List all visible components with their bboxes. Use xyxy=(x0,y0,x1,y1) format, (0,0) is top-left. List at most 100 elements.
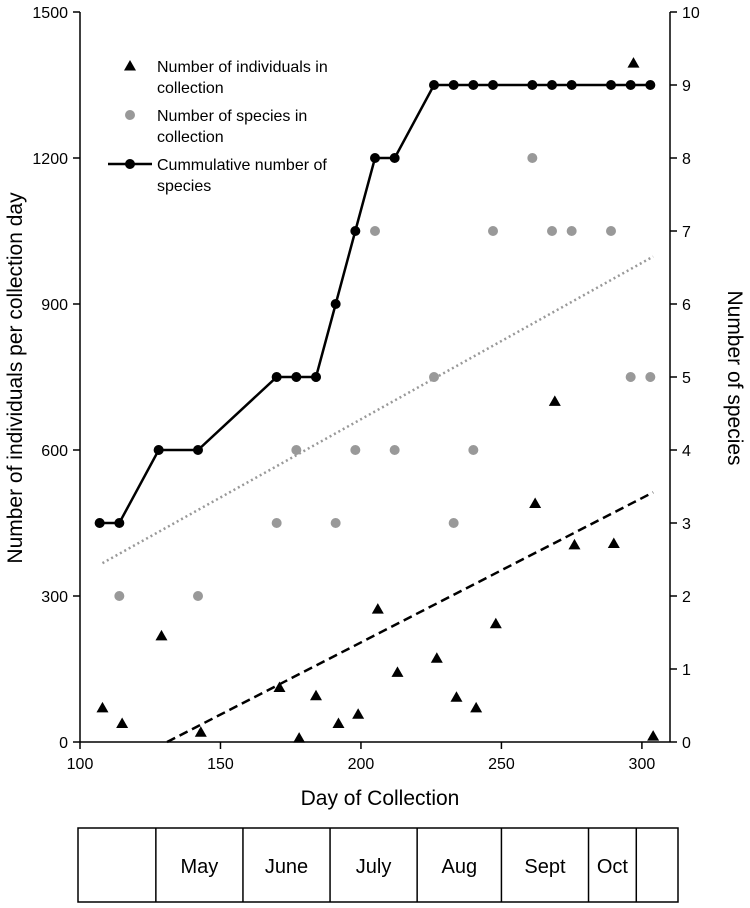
individuals-count-point xyxy=(332,717,345,729)
y-tick-label-right: 6 xyxy=(682,297,691,314)
legend-label: Cummulative number of xyxy=(157,157,327,174)
cumulative-species-point xyxy=(114,518,125,528)
species-count-point xyxy=(389,445,400,455)
legend: Number of individuals in collection Number… xyxy=(108,59,328,195)
species-count-point xyxy=(193,591,203,601)
cumulative-species-point xyxy=(625,80,636,90)
species-count-point xyxy=(606,226,616,236)
cumulative-species-point xyxy=(527,80,538,90)
month-strip-frame xyxy=(77,827,679,903)
legend-label: species xyxy=(157,178,211,195)
species-count-point xyxy=(547,226,557,236)
legend-marker-circle xyxy=(125,110,135,120)
cumulative-species-point xyxy=(488,80,498,90)
individuals-count-point xyxy=(155,629,168,641)
y-axis-label-right: Number of species xyxy=(723,290,746,465)
individuals-count-point xyxy=(430,652,443,663)
y-tick-label-right: 9 xyxy=(682,78,691,95)
individuals-count-point xyxy=(489,617,502,629)
individuals-count-point xyxy=(371,603,384,614)
month-label: July xyxy=(356,856,392,878)
cumulative-species-point xyxy=(429,80,439,90)
month-label: June xyxy=(265,856,308,878)
legend-label: Number of individuals in xyxy=(157,59,328,76)
legend-marker-triangle xyxy=(124,60,136,71)
individuals-count-point xyxy=(470,701,483,713)
species-count-point xyxy=(271,518,282,528)
species-count-point xyxy=(468,445,479,455)
species-count-point xyxy=(429,372,439,382)
x-tick-label: 250 xyxy=(488,756,515,773)
y-tick-label-left: 1500 xyxy=(32,5,68,22)
trendline-dotted xyxy=(101,255,654,565)
individuals-count-point xyxy=(352,708,365,719)
y-tick-label-left: 900 xyxy=(41,297,68,314)
cumulative-species-point xyxy=(370,153,380,163)
y-tick-label-left: 600 xyxy=(41,443,68,460)
individuals-count-point xyxy=(273,681,286,692)
individuals-count-point xyxy=(194,726,207,737)
species-count-point xyxy=(566,226,577,236)
species-count-point xyxy=(488,226,498,236)
y-tick-label-left: 0 xyxy=(59,735,68,752)
individuals-count-point xyxy=(116,717,129,729)
species-count-point xyxy=(370,226,380,236)
legend-label: collection xyxy=(157,80,224,97)
month-label: May xyxy=(181,856,219,878)
y-tick-label-right: 7 xyxy=(682,224,691,241)
cumulative-species-point xyxy=(311,372,321,382)
trendline-dashed xyxy=(166,491,654,744)
y-tick-label-left: 300 xyxy=(41,589,68,606)
cumulative-species-point xyxy=(153,445,164,455)
individuals-count-point xyxy=(568,538,581,550)
individuals-count-point xyxy=(96,701,109,713)
cumulative-species-point xyxy=(566,80,577,90)
cumulative-species-point xyxy=(468,80,479,90)
cumulative-species-point xyxy=(350,226,361,236)
cumulative-species-line xyxy=(99,83,651,525)
cumulative-species-point xyxy=(271,372,282,382)
individuals-count-point xyxy=(647,730,660,741)
cumulative-species-point xyxy=(448,80,459,90)
cumulative-species-point xyxy=(645,80,656,90)
individuals-count-point xyxy=(391,666,404,677)
y-tick-label-right: 5 xyxy=(682,370,691,387)
y-tick-label-right: 8 xyxy=(682,151,691,168)
x-axis-label: Day of Collection xyxy=(301,787,460,810)
legend-label: Number of species in xyxy=(157,108,307,125)
y-tick-label-left: 1200 xyxy=(32,151,68,168)
cumulative-species-point xyxy=(291,372,302,382)
x-tick-label: 100 xyxy=(67,756,94,773)
species-count-point xyxy=(527,153,538,163)
individuals-count-point xyxy=(450,691,463,702)
y-axis-label-left: Number of individuals per collection day xyxy=(4,192,27,564)
legend-marker-line-circle xyxy=(125,159,135,169)
species-count-point xyxy=(114,591,125,601)
individuals-count-point xyxy=(310,689,322,701)
individuals-count-point xyxy=(529,497,542,509)
y-tick-label-right: 10 xyxy=(682,5,700,22)
cumulative-species-point xyxy=(547,80,557,90)
species-count-point xyxy=(350,445,361,455)
y-tick-label-right: 0 xyxy=(682,735,691,752)
y-tick-label-right: 4 xyxy=(682,443,691,460)
month-label: Aug xyxy=(441,856,477,878)
cumulative-species-point xyxy=(330,299,341,309)
axes: 100 150 200 250 300 0 300 600 900 1200 1500 0 1 2 3 4 5 6… xyxy=(32,5,699,773)
y-tick-label-right: 1 xyxy=(682,662,691,679)
y-tick-label-right: 3 xyxy=(682,516,691,533)
individuals-count-point xyxy=(627,57,640,68)
cumulative-species-point xyxy=(193,445,203,455)
individuals-count-point xyxy=(548,395,561,406)
x-tick-label: 200 xyxy=(348,756,375,773)
species-count-point xyxy=(625,372,636,382)
x-tick-label: 150 xyxy=(207,756,234,773)
cumulative-species-point xyxy=(94,518,105,528)
legend-label: collection xyxy=(157,129,224,146)
individuals-count-point xyxy=(293,732,306,743)
species-count-point xyxy=(330,518,341,528)
individuals-count-point xyxy=(607,537,620,548)
cumulative-species-point xyxy=(606,80,616,90)
month-label: Oct xyxy=(597,856,629,878)
